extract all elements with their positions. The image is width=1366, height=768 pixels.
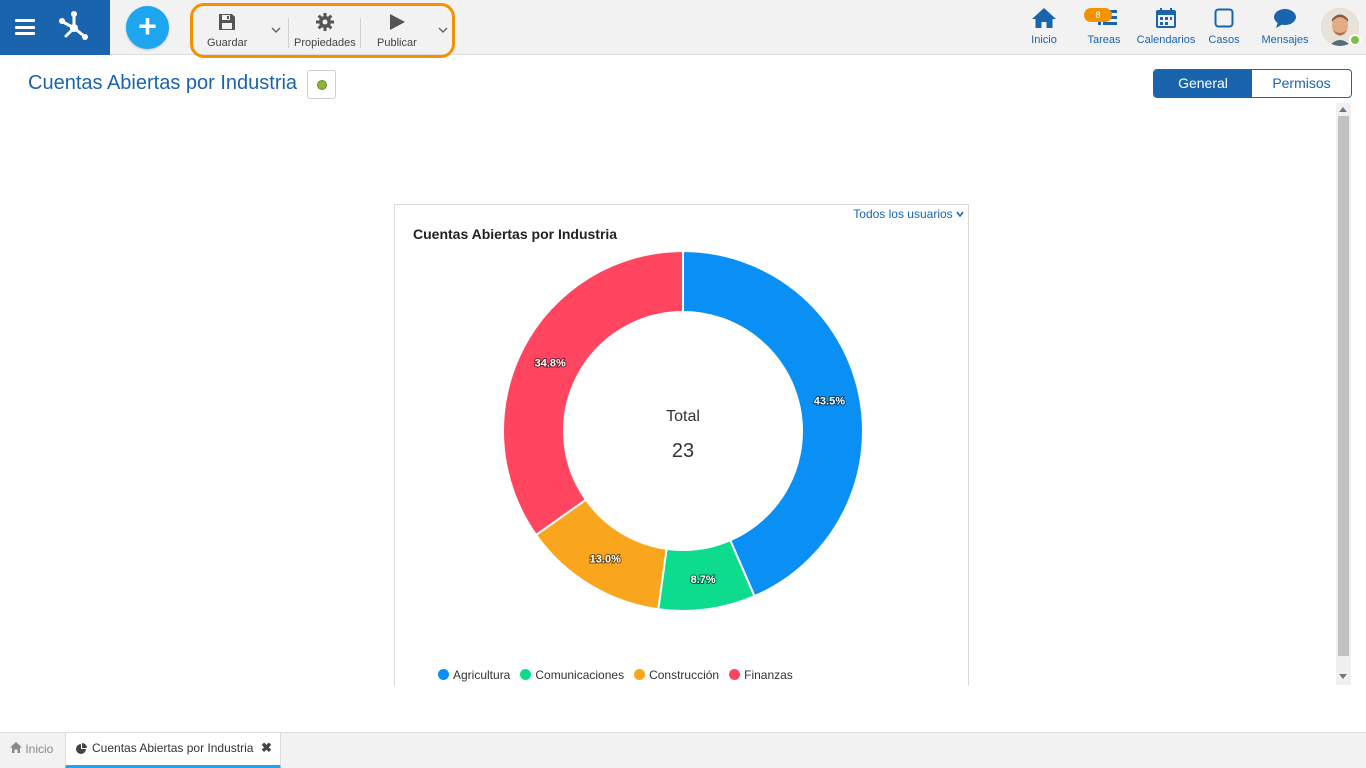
status-dot [317, 80, 327, 90]
online-status-dot [1349, 34, 1361, 46]
tab-permissions[interactable]: Permisos [1272, 75, 1331, 91]
gear-icon [315, 13, 334, 31]
bottom-tab-chart-label: Cuentas Abiertas por Industria [92, 741, 254, 755]
properties-label: Propiedades [294, 37, 356, 49]
close-tab-icon[interactable]: ✖ [261, 740, 272, 755]
top-bar: + Guardar [0, 0, 1366, 58]
save-icon [219, 14, 236, 30]
publish-options-chevron-down-icon[interactable] [437, 24, 449, 36]
bottom-tab-chart[interactable]: Cuentas Abiertas por Industria ✖ [65, 733, 281, 768]
view-tabs: General Permisos [1153, 69, 1352, 98]
donut-slice-agricultura[interactable] [682, 249, 864, 598]
legend-swatch [438, 669, 449, 680]
nav-tasks-label: Tareas [1087, 34, 1121, 46]
save-options-chevron-down-icon[interactable] [270, 24, 282, 36]
save-label: Guardar [207, 37, 248, 49]
users-filter-dropdown[interactable]: Todos los usuarios [853, 207, 964, 221]
app-logo-icon[interactable] [56, 8, 92, 44]
bottom-tab-home-label: Inicio [25, 742, 54, 756]
user-avatar-image [1321, 8, 1359, 46]
pie-chart-icon [76, 743, 87, 754]
donut-chart: 43.5% 8.7% 13.0% 34.8% Total 23 [502, 249, 864, 612]
nav-home-label: Inicio [1031, 34, 1057, 46]
legend-label: Construcción [649, 668, 720, 682]
home-icon [10, 742, 22, 753]
scroll-up-arrow-icon[interactable] [1339, 107, 1347, 112]
legend-item-construcción[interactable]: Construcción [634, 668, 719, 682]
nav-messages[interactable]: Mensajes [1259, 7, 1311, 46]
legend-label: Finanzas [744, 668, 793, 682]
chart-legend: Agricultura Comunicaciones Construcción Fin… [438, 668, 803, 682]
legend-swatch [520, 669, 532, 680]
donut-center-value: 23 [672, 440, 694, 462]
toolbar-divider [360, 18, 361, 48]
legend-swatch [634, 669, 646, 680]
scrollbar-thumb[interactable] [1338, 116, 1349, 656]
messages-icon [1274, 9, 1296, 28]
nav-messages-label: Mensajes [1261, 34, 1309, 46]
slice-data-label: 34.8% [535, 357, 566, 369]
cases-icon [1214, 8, 1234, 28]
save-button[interactable]: Guardar [207, 12, 247, 49]
donut-slice-finanzas[interactable] [502, 249, 684, 537]
publish-button[interactable]: Publicar [377, 12, 417, 49]
home-icon [1032, 8, 1056, 28]
chart-card: Todos los usuarios Cuentas Abiertas por … [394, 204, 969, 686]
users-filter-label: Todos los usuarios [853, 207, 953, 221]
legend-item-agricultura[interactable]: Agricultura [438, 668, 510, 682]
nav-calendars-label: Calendarios [1136, 34, 1196, 46]
slice-data-label: 43.5% [814, 396, 845, 408]
legend-label: Agricultura [453, 668, 511, 682]
bottom-tab-home[interactable]: Inicio [10, 742, 53, 756]
brand-area [0, 0, 110, 55]
nav-cases-label: Casos [1208, 34, 1240, 46]
vertical-scrollbar[interactable] [1336, 103, 1351, 685]
properties-button[interactable]: Propiedades [294, 12, 356, 49]
tab-general[interactable]: General [1154, 70, 1252, 97]
editor-toolbar: Guardar [190, 3, 455, 58]
menu-icon[interactable] [15, 19, 35, 35]
legend-item-comunicaciones[interactable]: Comunicaciones [520, 668, 624, 682]
legend-item-finanzas[interactable]: Finanzas [729, 668, 793, 682]
add-button[interactable]: + [126, 6, 169, 49]
slice-data-label: 8.7% [691, 574, 716, 586]
nav-home[interactable]: Inicio [1029, 7, 1059, 46]
bottom-tab-bar: Inicio Cuentas Abiertas por Industria ✖ [0, 732, 1366, 768]
calendar-icon [1156, 8, 1176, 28]
publish-label: Publicar [377, 37, 417, 49]
donut-center-label: Total [666, 408, 700, 425]
page-title: Cuentas Abiertas por Industria [28, 72, 298, 94]
nav-calendars[interactable]: Calendarios [1135, 7, 1197, 46]
chevron-down-icon [956, 211, 964, 218]
play-icon [389, 14, 405, 30]
legend-swatch [729, 669, 741, 680]
tasks-count-badge: 8 [1084, 8, 1112, 22]
user-avatar[interactable] [1321, 8, 1359, 46]
legend-label: Comunicaciones [535, 668, 625, 682]
nav-cases[interactable]: Casos [1207, 7, 1241, 46]
status-indicator[interactable] [307, 70, 336, 99]
chart-title: Cuentas Abiertas por Industria [413, 226, 618, 242]
scroll-down-arrow-icon[interactable] [1339, 674, 1347, 679]
slice-data-label: 13.0% [590, 554, 621, 566]
toolbar-divider [288, 18, 289, 48]
nav-tasks[interactable]: 8 Tareas [1084, 7, 1122, 46]
